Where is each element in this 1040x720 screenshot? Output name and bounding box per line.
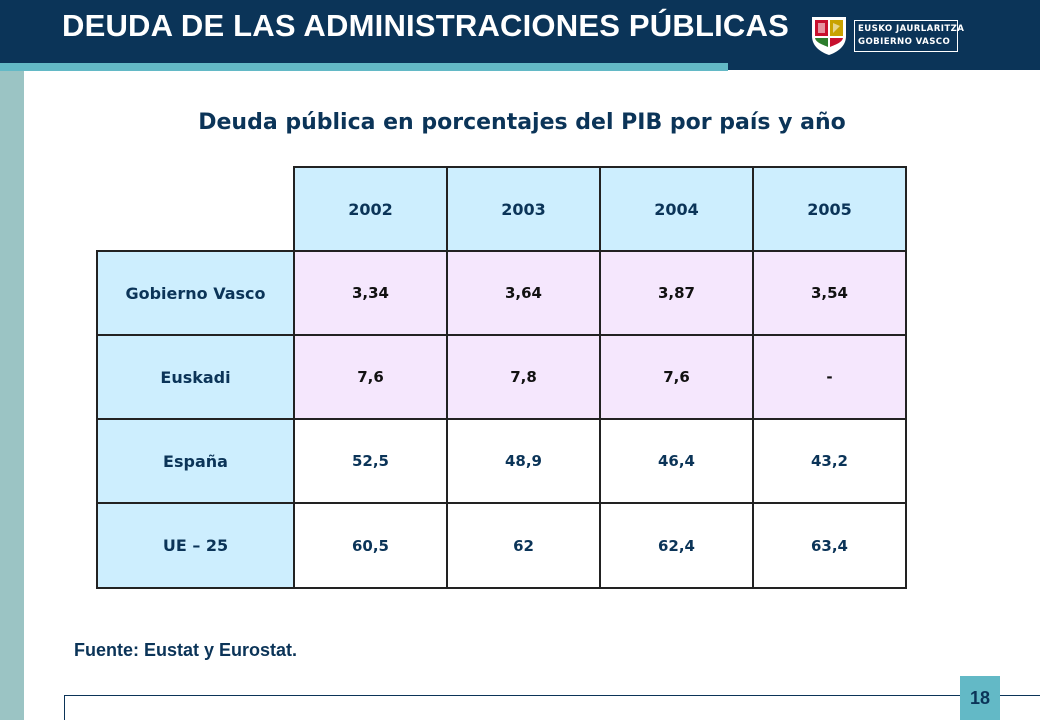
column-header-2002: 2002 <box>293 166 448 252</box>
table-cell: 7,8 <box>446 334 601 420</box>
table-cell: - <box>752 334 907 420</box>
table-cell: 3,64 <box>446 250 601 336</box>
row-label-euskadi: Euskadi <box>96 334 295 420</box>
header-accent-stripe <box>0 63 728 71</box>
column-header-2004: 2004 <box>599 166 754 252</box>
row-label-espana: España <box>96 418 295 504</box>
row-label-gobierno-vasco: Gobierno Vasco <box>96 250 295 336</box>
table-row: Euskadi 7,6 7,8 7,6 - <box>96 334 907 420</box>
header-bar <box>0 0 1040 70</box>
table-cell: 46,4 <box>599 418 754 504</box>
footer-tick-mark <box>64 695 65 720</box>
table-cell: 60,5 <box>293 502 448 589</box>
table-row: España 52,5 48,9 46,4 43,2 <box>96 418 907 504</box>
table-header-row: 2002 2003 2004 2005 <box>97 166 907 252</box>
logo-text-spanish: GOBIERNO VASCO <box>858 37 951 47</box>
table-heading: Deuda pública en porcentajes del PIB por… <box>0 110 1024 135</box>
table-cell: 43,2 <box>752 418 907 504</box>
table-cell: 62 <box>446 502 601 589</box>
table-cell: 3,87 <box>599 250 754 336</box>
table-corner-cell <box>97 167 294 251</box>
table-cell: 52,5 <box>293 418 448 504</box>
table-row: Gobierno Vasco 3,34 3,64 3,87 3,54 <box>96 250 907 336</box>
source-note: Fuente: Eustat y Eurostat. <box>74 640 298 660</box>
debt-table: 2002 2003 2004 2005 Gobierno Vasco 3,34 … <box>96 166 907 589</box>
logo-text-basque: EUSKO JAURLARITZA <box>858 24 965 34</box>
column-header-2005: 2005 <box>752 166 907 252</box>
page-number-badge: 18 <box>960 676 1000 720</box>
table-cell: 7,6 <box>599 334 754 420</box>
footer-divider <box>64 695 1040 696</box>
row-label-ue-25: UE – 25 <box>96 502 295 589</box>
table-cell: 62,4 <box>599 502 754 589</box>
column-header-2003: 2003 <box>446 166 601 252</box>
table-row: UE – 25 60,5 62 62,4 63,4 <box>96 502 907 589</box>
table-heading-text: Deuda pública en porcentajes del PIB por… <box>198 110 846 135</box>
table-cell: 7,6 <box>293 334 448 420</box>
slide-title: DEUDA DE LAS ADMINISTRACIONES PÚBLICAS <box>62 8 789 43</box>
logo-text-frame <box>854 20 958 52</box>
left-side-strip <box>0 71 24 720</box>
table-cell: 63,4 <box>752 502 907 589</box>
table-cell: 48,9 <box>446 418 601 504</box>
table-cell: 3,54 <box>752 250 907 336</box>
table-cell: 3,34 <box>293 250 448 336</box>
government-logo: EUSKO JAURLARITZA GOBIERNO VASCO <box>806 14 965 56</box>
coat-of-arms-icon <box>812 17 846 55</box>
